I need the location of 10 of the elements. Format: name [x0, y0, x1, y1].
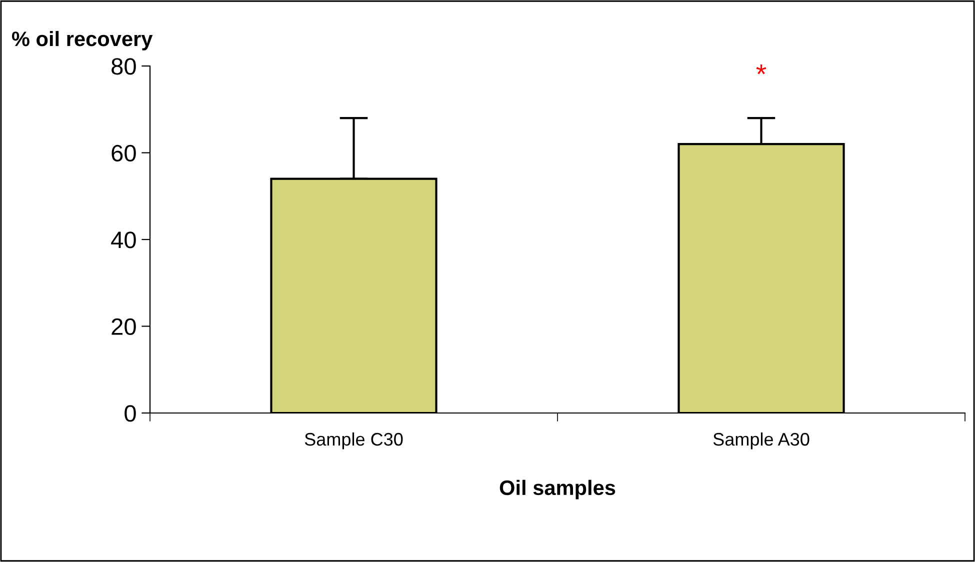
x-tick-label: Sample A30 [713, 432, 810, 450]
x-tick-label: Sample C30 [304, 432, 403, 450]
y-tick-label: 0 [124, 405, 136, 422]
x-axis-title: Oil samples [500, 480, 616, 500]
y-tick-label: 40 [111, 232, 136, 248]
y-axis-title: % oil recovery [12, 30, 153, 50]
y-tick-label: 20 [112, 318, 136, 336]
y-tick-label: 80 [112, 58, 136, 75]
annotation: * [756, 64, 766, 74]
y-tick-label: 60 [112, 144, 136, 162]
